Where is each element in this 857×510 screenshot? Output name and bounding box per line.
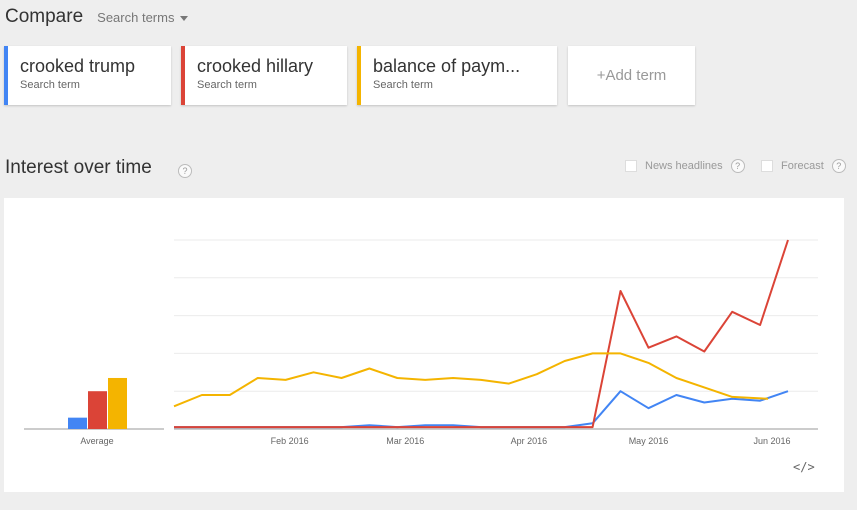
interest-over-time-title: Interest over time [5, 157, 152, 178]
news-headlines-label: News headlines [645, 160, 723, 172]
search-terms-label: Search terms [97, 10, 175, 25]
term-color-bar [357, 46, 361, 105]
average-bar-2 [88, 391, 107, 429]
x-tick-label: Mar 2016 [386, 436, 424, 446]
add-term-button[interactable]: +Add term [568, 46, 695, 105]
term-type: Search term [197, 79, 257, 91]
series-line-2 [174, 239, 789, 429]
average-bar-1 [68, 417, 87, 429]
x-tick-label: Jun 2016 [754, 436, 791, 446]
caret-down-icon [180, 16, 189, 21]
interest-chart: Average Feb 2016 Mar 2016 Apr 2016 May 2016 J… [24, 239, 818, 446]
news-headlines-checkbox[interactable] [625, 160, 637, 172]
x-tick-label: Apr 2016 [511, 436, 548, 446]
term-card-crooked-hillary[interactable]: crooked hillary Search term [181, 46, 347, 105]
embed-code-icon[interactable]: </> [793, 460, 815, 474]
term-name: crooked hillary [197, 56, 314, 76]
average-label: Average [80, 436, 113, 446]
series-line-1 [174, 390, 789, 429]
help-icon[interactable]: ? [730, 159, 745, 173]
average-bar-3 [108, 377, 127, 429]
term-card-balance-of-payments[interactable]: balance of paym... Search term [357, 46, 557, 105]
compare-header: Compare Search terms [5, 6, 189, 28]
compare-title: Compare [5, 6, 84, 27]
term-card-crooked-trump[interactable]: crooked trump Search term [4, 46, 171, 105]
term-name: balance of paym... [373, 56, 521, 76]
help-icon[interactable]: ? [178, 164, 192, 178]
term-type: Search term [373, 79, 433, 91]
term-type: Search term [20, 79, 80, 91]
help-icon[interactable]: ? [831, 159, 846, 173]
term-name: crooked trump [20, 56, 136, 76]
search-terms-dropdown[interactable]: Search terms [97, 10, 189, 25]
term-color-bar [181, 46, 185, 105]
term-color-bar [4, 46, 8, 105]
x-tick-label: Feb 2016 [271, 436, 309, 446]
forecast-label: Forecast [781, 160, 824, 172]
news-headlines-option[interactable]: News headlines ? [625, 159, 745, 173]
forecast-checkbox[interactable] [761, 160, 773, 172]
interest-chart-panel: Average Feb 2016 Mar 2016 Apr 2016 May 2016 J… [4, 198, 844, 492]
series-line-3 [173, 352, 769, 408]
forecast-option[interactable]: Forecast ? [761, 159, 846, 173]
x-tick-label: May 2016 [629, 436, 669, 446]
